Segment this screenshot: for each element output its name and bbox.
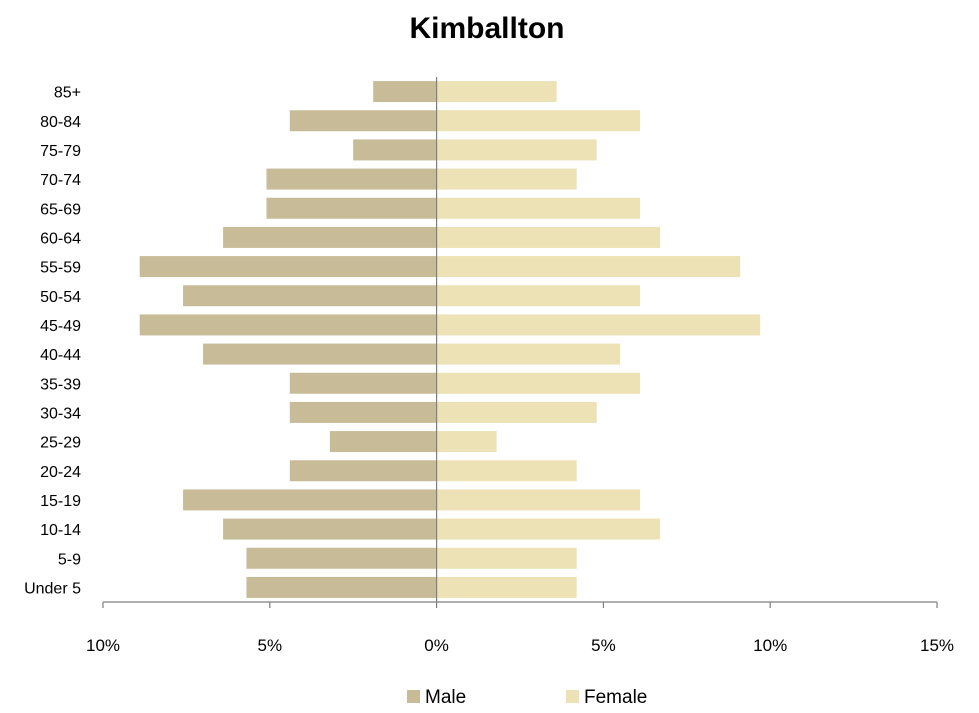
male-bar-under-5	[246, 576, 437, 598]
male-bar-60-64	[223, 226, 437, 248]
male-bar-55-59	[139, 256, 437, 278]
female-bar-30-34	[436, 401, 597, 423]
male-bar-10-14	[223, 518, 437, 540]
male-bar-80-84	[289, 110, 437, 132]
female-legend-label: Female	[584, 687, 647, 708]
male-bar-25-29	[329, 431, 437, 453]
female-bar-35-39	[436, 372, 641, 394]
category-label: 40-44	[40, 347, 81, 364]
category-label: 65-69	[40, 201, 81, 218]
category-labels: Under 5 5-9 10-14 15-19 20-24 25-29 30-34 35-39…	[24, 85, 81, 598]
male-legend-swatch	[407, 690, 420, 703]
x-tick-label: 5%	[591, 636, 616, 655]
x-tick-label: 10%	[753, 636, 787, 655]
male-bar-5-9	[246, 547, 437, 569]
category-label: Under 5	[24, 580, 81, 597]
x-tick-label: 5%	[258, 636, 283, 655]
axis-layer: 10% 5% 0% 5% 10% 15%	[86, 77, 954, 655]
male-bar-65-69	[266, 197, 437, 219]
category-label: 85+	[54, 85, 81, 102]
female-bar-20-24	[436, 460, 577, 482]
female-bar-25-29	[436, 431, 497, 453]
category-label: 45-49	[40, 318, 81, 335]
female-bar-15-19	[436, 489, 641, 511]
female-bar-40-44	[436, 343, 621, 365]
category-label: 70-74	[40, 172, 81, 189]
male-bar-85+	[373, 81, 437, 103]
female-bar-45-49	[436, 314, 761, 336]
male-bar-70-74	[266, 168, 437, 190]
category-label: 75-79	[40, 143, 81, 160]
male-bar-75-79	[353, 139, 437, 161]
male-bar-35-39	[289, 372, 437, 394]
category-label: 30-34	[40, 405, 81, 422]
female-bar-65-69	[436, 197, 641, 219]
female-bar-under-5	[436, 576, 577, 598]
female-bar-60-64	[436, 226, 661, 248]
male-bar-15-19	[183, 489, 437, 511]
x-tick-label: 0%	[424, 636, 449, 655]
female-bar-55-59	[436, 256, 741, 278]
category-label: 5-9	[58, 551, 81, 568]
male-bar-20-24	[289, 460, 437, 482]
category-label: 20-24	[40, 464, 81, 481]
category-label: 50-54	[40, 289, 81, 306]
category-label: 60-64	[40, 230, 81, 247]
x-tick-label: 15%	[920, 636, 954, 655]
male-bar-50-54	[183, 285, 437, 307]
category-label: 10-14	[40, 522, 81, 539]
male-legend-label: Male	[425, 687, 466, 708]
female-bar-80-84	[436, 110, 641, 132]
category-label: 55-59	[40, 260, 81, 277]
female-legend-swatch	[566, 690, 579, 703]
female-bar-50-54	[436, 285, 641, 307]
female-bar-10-14	[436, 518, 661, 540]
legend: Male Female	[407, 687, 647, 708]
male-bar-45-49	[139, 314, 437, 336]
category-label: 35-39	[40, 376, 81, 393]
female-bar-70-74	[436, 168, 577, 190]
female-bar-75-79	[436, 139, 597, 161]
category-label: 25-29	[40, 435, 81, 452]
female-bar-5-9	[436, 547, 577, 569]
chart-title: Kimballton	[410, 12, 565, 45]
x-tick-label: 10%	[86, 636, 120, 655]
male-bar-30-34	[289, 401, 437, 423]
category-label: 80-84	[40, 114, 81, 131]
male-bar-40-44	[203, 343, 437, 365]
bars-layer	[139, 81, 761, 598]
category-label: 15-19	[40, 493, 81, 510]
female-bar-85+	[436, 81, 557, 103]
